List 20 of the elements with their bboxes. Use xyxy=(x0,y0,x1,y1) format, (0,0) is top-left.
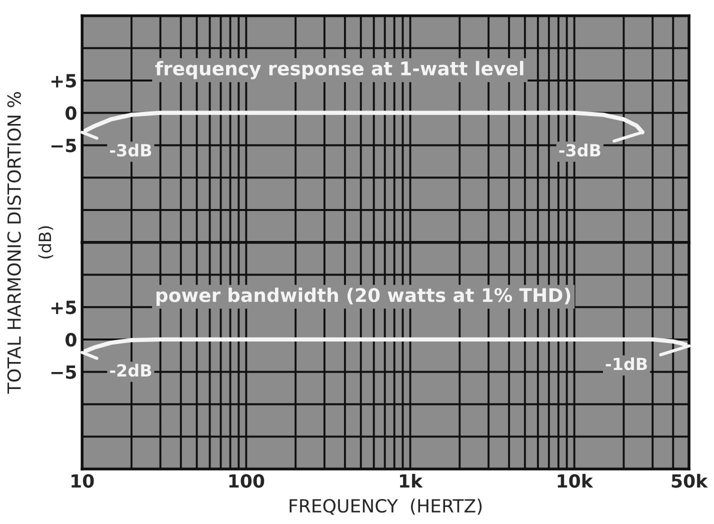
y-tick-label: +5 xyxy=(51,300,76,314)
annotation: -2dB xyxy=(110,364,152,377)
y-tick-label: 0 xyxy=(66,106,76,120)
x-tick-label: 10k xyxy=(558,474,594,488)
text: frequency response at 1-watt level xyxy=(155,60,524,80)
x-tick-label: 1k xyxy=(400,474,423,488)
y-tick-label: −5 xyxy=(51,366,76,379)
x-tick-label: 10 xyxy=(72,474,94,488)
y-axis-title: TOTAL HARMONIC DISTORTION % xyxy=(7,92,21,394)
x-tick-label: 100 xyxy=(229,474,264,488)
y-tick-label: +5 xyxy=(51,74,76,88)
y-axis-title: (dB) xyxy=(38,226,54,258)
x-tick-label: 50k xyxy=(672,474,708,488)
annotation: -3dB xyxy=(110,144,152,157)
text: power bandwidth (20 watts at 1% THD) xyxy=(156,288,570,306)
y-tick-label: −5 xyxy=(51,138,76,152)
annotation: -3dB xyxy=(559,144,600,157)
y-tick-label: 0 xyxy=(66,332,76,347)
x-axis-title: FREQUENCY (HERTZ) xyxy=(290,498,482,515)
annotation: -1dB xyxy=(606,357,647,370)
